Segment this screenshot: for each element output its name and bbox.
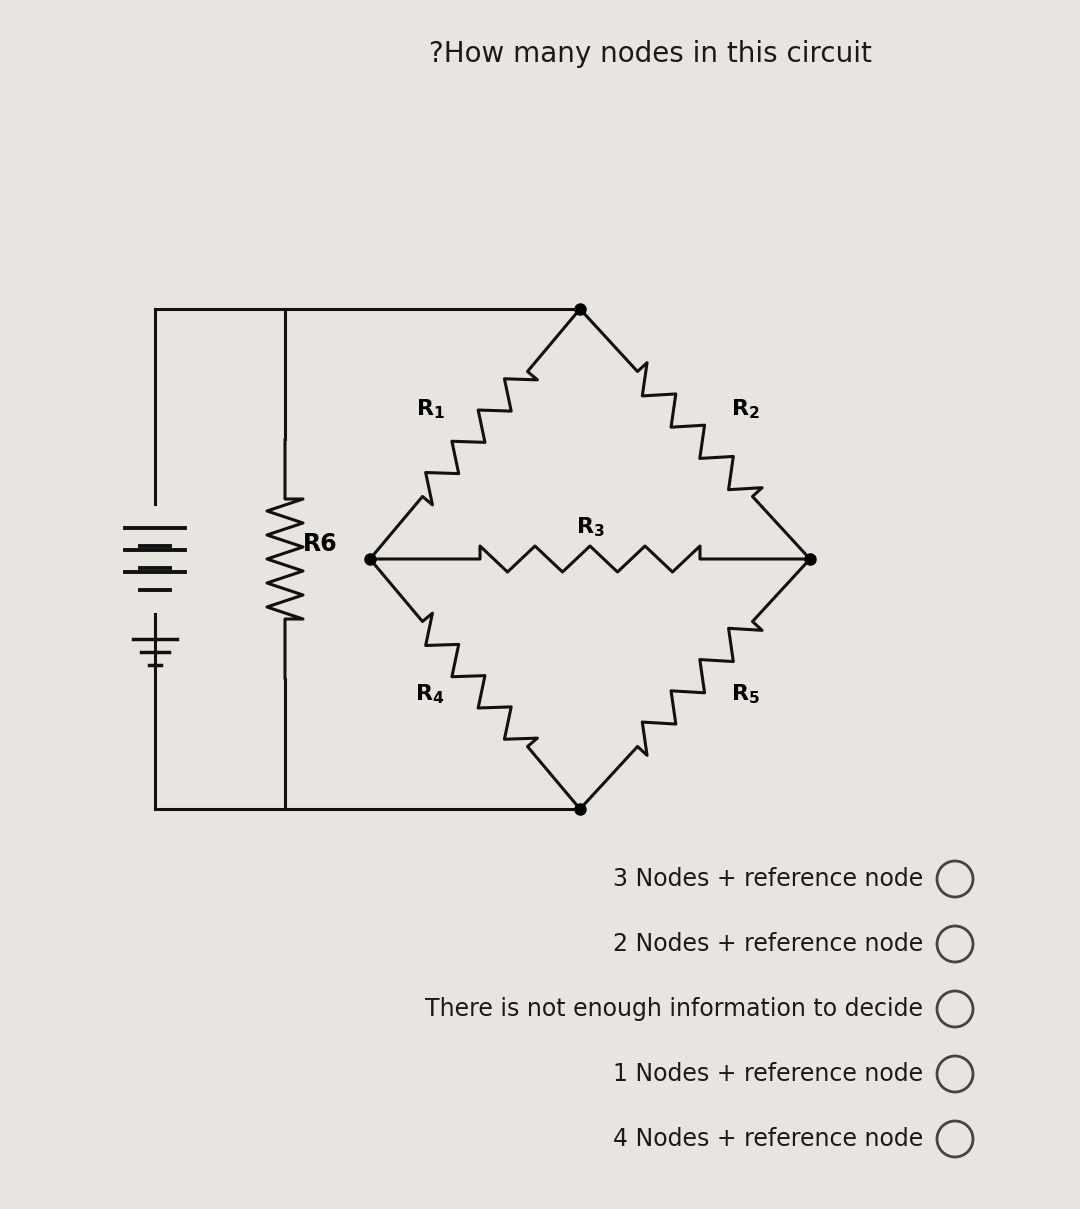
Text: 1 Nodes + reference node: 1 Nodes + reference node <box>612 1062 923 1086</box>
Text: $\mathbf{R_4}$: $\mathbf{R_4}$ <box>416 682 445 706</box>
Text: ?How many nodes in this circuit: ?How many nodes in this circuit <box>429 40 872 68</box>
Text: 4 Nodes + reference node: 4 Nodes + reference node <box>612 1127 923 1151</box>
Text: There is not enough information to decide: There is not enough information to decid… <box>426 997 923 1020</box>
Text: $\mathbf{R_3}$: $\mathbf{R_3}$ <box>576 515 605 539</box>
Text: $\mathbf{R_5}$: $\mathbf{R_5}$ <box>730 682 759 706</box>
Text: $\mathbf{R_1}$: $\mathbf{R_1}$ <box>416 398 445 421</box>
Text: R6: R6 <box>303 532 338 556</box>
Text: 3 Nodes + reference node: 3 Nodes + reference node <box>612 867 923 891</box>
Text: 2 Nodes + reference node: 2 Nodes + reference node <box>612 932 923 956</box>
Text: $\mathbf{R_2}$: $\mathbf{R_2}$ <box>730 398 759 421</box>
